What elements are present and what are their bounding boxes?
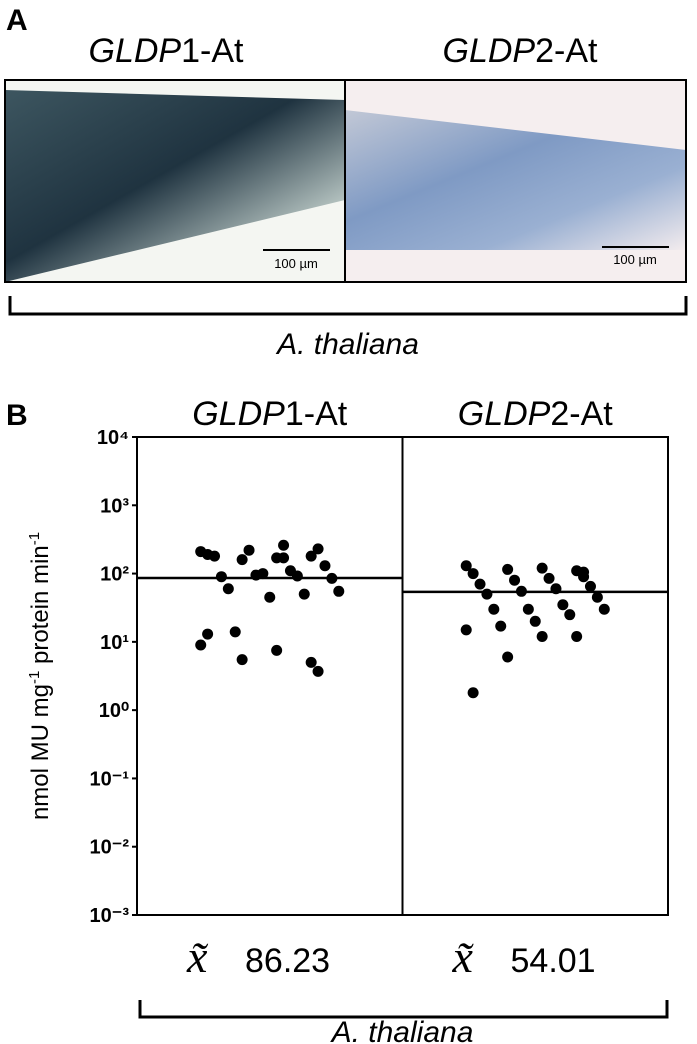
median-value: 86.23 [245,942,330,980]
point [598,603,610,615]
point [236,654,248,666]
species-label: A. thaliana [330,1016,474,1044]
category-label: GLDP2-At [458,395,614,433]
median-value: 54.01 [511,942,596,980]
point [202,628,214,640]
bracket [138,1000,669,1019]
point [305,656,317,668]
point [509,574,521,586]
point [264,591,276,603]
bracket [8,296,688,316]
point [319,560,331,572]
point [543,572,555,584]
panel-label: B [6,399,28,432]
point [522,603,534,615]
point [474,578,486,590]
point [502,563,514,575]
panel-label: A [6,4,28,37]
point [460,624,472,636]
y-tick-label: 10⁴ [97,427,129,449]
point [584,580,596,592]
y-tick-label: 10¹ [100,632,129,654]
point [209,550,221,562]
point [305,550,317,562]
scale-bar-label: 100 µm [274,256,318,271]
point [333,585,345,597]
median-symbol: x̃ [452,931,475,982]
point [564,609,576,621]
y-axis-label: nmol MU mg-1 protein min-1 [26,532,54,820]
point [467,687,479,699]
point [236,554,248,566]
scale-bar-label: 100 µm [613,252,657,267]
micrograph [4,79,687,283]
image-title: GLDP2-At [443,32,599,70]
median-symbol: x̃ [186,931,209,982]
point [557,599,569,611]
point [460,560,472,572]
point [571,630,583,642]
point [278,552,290,564]
y-tick-label: 10³ [100,495,129,517]
point [195,639,207,651]
point [502,651,514,663]
category-label: GLDP1-At [192,395,348,433]
y-tick-label: 10⁰ [99,700,129,722]
point [481,588,493,600]
point [578,566,590,578]
point [229,626,241,638]
y-tick-label: 10⁻¹ [90,768,130,790]
point [488,603,500,615]
point [529,615,541,627]
point [291,570,303,582]
point [278,539,290,551]
point [271,644,283,656]
species-label: A. thaliana [275,328,419,361]
y-tick-label: 10⁻² [90,837,130,859]
y-tick-label: 10⁻³ [90,905,130,927]
point [257,568,269,580]
image-title: GLDP1-At [89,32,245,70]
point [495,620,507,632]
y-tick-label: 10² [100,564,129,586]
point [215,571,227,583]
point [222,583,234,595]
point [312,665,324,677]
point [243,544,255,556]
point [591,591,603,603]
point [298,588,310,600]
point [312,543,324,555]
point [536,562,548,574]
point [467,568,479,580]
point [536,630,548,642]
